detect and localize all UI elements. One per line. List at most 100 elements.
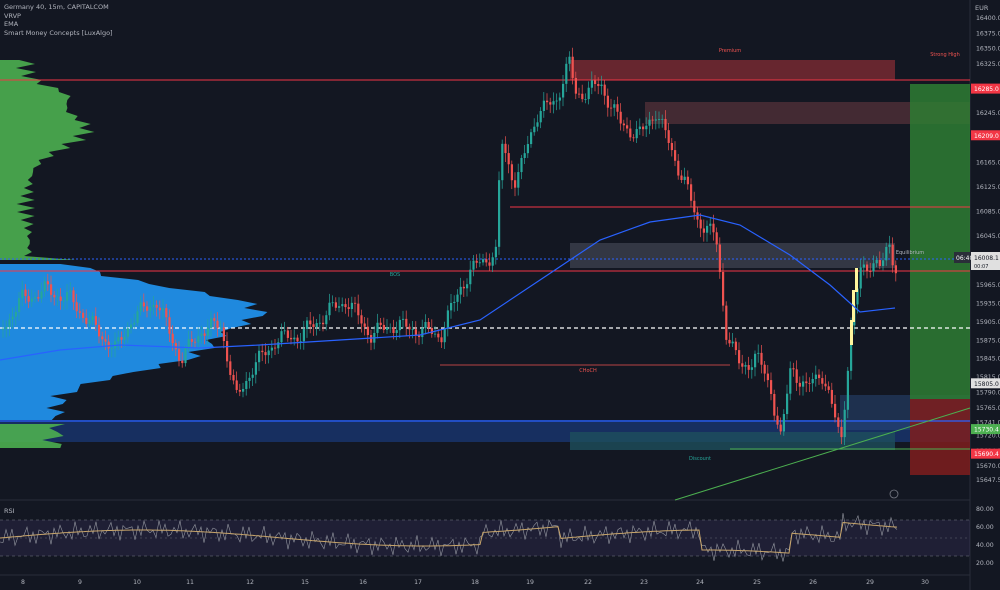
candle-body xyxy=(53,294,56,298)
candle-body xyxy=(152,304,155,308)
candle-body xyxy=(424,321,427,329)
candle-body xyxy=(165,308,168,318)
candle-body xyxy=(376,322,379,333)
candle-body xyxy=(312,324,315,327)
candle-body xyxy=(232,374,235,381)
candle-body xyxy=(635,129,638,139)
candle-body xyxy=(664,118,667,131)
candle-body xyxy=(818,374,821,379)
replay-icon xyxy=(889,489,899,499)
currency-label: EUR xyxy=(975,4,989,12)
candle-body xyxy=(50,284,53,295)
candle-body xyxy=(226,341,229,362)
candle-body xyxy=(779,424,782,432)
candle-body xyxy=(834,403,837,418)
price-badge-text-4: 15730.4 xyxy=(974,427,999,434)
candle-body xyxy=(139,302,142,312)
candle-body xyxy=(872,263,875,272)
candle-body xyxy=(37,297,40,299)
candle-body xyxy=(696,212,699,220)
choch-label: CHoCH xyxy=(579,368,597,374)
candle-body xyxy=(802,381,805,387)
time-tick-3: 11 xyxy=(186,579,194,586)
candle-body xyxy=(315,323,318,327)
candle-body xyxy=(558,97,561,101)
candle-body xyxy=(878,260,881,266)
candle-body xyxy=(827,386,830,390)
candle-body xyxy=(162,308,165,311)
candle-body xyxy=(146,306,149,311)
candle-body xyxy=(98,324,101,337)
candle-body xyxy=(830,389,833,404)
candle-body xyxy=(411,329,414,331)
time-tick-10: 22 xyxy=(584,579,592,586)
candle-body xyxy=(283,330,286,332)
price-tick-14: 15905.0 xyxy=(976,319,1000,326)
price-badge-text-5: 15690.4 xyxy=(974,451,999,458)
time-tick-13: 25 xyxy=(753,579,761,586)
candle-body xyxy=(328,302,331,316)
candle-body xyxy=(210,318,213,328)
candle-body xyxy=(683,176,686,181)
legend-indicator-ema: EMA xyxy=(4,20,19,29)
candle-body xyxy=(744,365,747,367)
candle-body xyxy=(574,77,577,94)
candle-body xyxy=(395,330,398,333)
candle-body xyxy=(882,260,885,266)
candle-body xyxy=(379,322,382,325)
candle-body xyxy=(302,328,305,342)
candle-body xyxy=(498,180,501,247)
candle-body xyxy=(680,175,683,181)
candle-body xyxy=(734,341,737,351)
candle-body xyxy=(27,296,30,302)
last-price-badge xyxy=(971,252,1000,270)
candle-body xyxy=(530,132,533,145)
candle-body xyxy=(94,316,97,325)
candle-body xyxy=(101,336,104,340)
candle-body xyxy=(491,257,494,266)
candle-body xyxy=(270,347,273,351)
candle-body xyxy=(158,307,161,311)
time-tick-14: 26 xyxy=(809,579,817,586)
price-tick-23: 15670.0 xyxy=(976,463,1000,470)
rsi-ma xyxy=(0,521,898,554)
candle-body xyxy=(414,329,417,335)
highlight-candle xyxy=(855,268,858,292)
price-badge-3 xyxy=(971,378,1000,389)
premium-zone-2 xyxy=(645,102,970,124)
price-tick-5: 16245.0 xyxy=(976,110,1000,117)
candle-body xyxy=(408,326,411,330)
candle-body xyxy=(107,341,110,349)
candle-body xyxy=(398,319,401,331)
candle-body xyxy=(741,363,744,367)
price-tick-9: 16085.0 xyxy=(976,208,1000,215)
time-tick-0: 8 xyxy=(21,579,25,586)
candle-body xyxy=(587,87,590,100)
candle-body xyxy=(776,415,779,425)
price-tick-1: 16375.0 xyxy=(976,30,1000,37)
candle-body xyxy=(8,319,11,328)
candle-body xyxy=(338,306,341,308)
price-badge-text-3: 15805.0 xyxy=(974,381,999,388)
candle-body xyxy=(178,349,181,361)
price-tick-2: 16350.0 xyxy=(976,46,1000,53)
candle-body xyxy=(443,328,446,343)
candle-body xyxy=(674,150,677,161)
candle-body xyxy=(136,311,139,323)
candle-body xyxy=(571,56,574,78)
candle-body xyxy=(229,361,232,375)
candle-body xyxy=(363,323,366,327)
candle-body xyxy=(808,383,811,384)
rsi-line xyxy=(0,512,898,562)
candle-body xyxy=(24,289,27,297)
time-tick-4: 12 xyxy=(246,579,254,586)
candle-body xyxy=(578,93,581,95)
candle-body xyxy=(459,286,462,295)
candle-body xyxy=(123,336,126,340)
candle-body xyxy=(677,160,680,176)
candle-body xyxy=(254,362,257,375)
candle-body xyxy=(149,307,152,311)
candle-body xyxy=(747,365,750,370)
candle-body xyxy=(168,317,171,334)
